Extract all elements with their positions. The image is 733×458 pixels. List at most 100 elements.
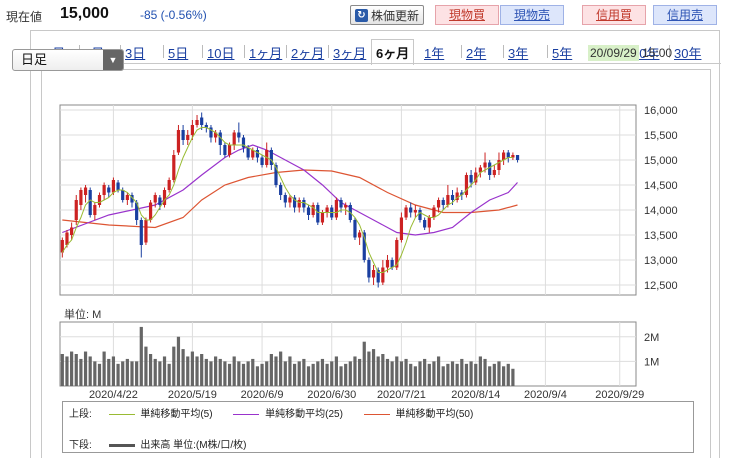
tab-period-8[interactable]: 6ヶ月 [371,39,415,65]
volume-bar [478,356,482,386]
volume-bar [130,361,134,386]
x-tick-label: 2020/6/30 [307,389,356,401]
candle-body [371,270,376,278]
tab-period-10[interactable]: 2年 [466,46,487,61]
candle-body [292,197,297,208]
x-tick-label: 2020/8/14 [451,389,500,401]
volume-bar [395,356,399,386]
volume-bar [358,358,362,386]
tab-separator [547,45,548,58]
volume-bar [83,351,88,386]
volume-bar [306,366,311,386]
tab-separator [461,45,462,58]
volume-bar [390,361,394,386]
volume-bar [107,358,111,386]
candle-body [297,200,301,208]
tab-separator [163,45,164,58]
tab-period-4[interactable]: 10日 [207,46,235,61]
upper-y-tick-label: 15,500 [644,130,678,142]
candle-body [232,132,236,145]
upper-y-tick-label: 13,000 [644,255,678,267]
candle-body [60,240,64,253]
candle-body [200,117,204,125]
tab-period-12[interactable]: 5年 [552,46,573,61]
candle-body [316,205,320,223]
tab-period-6[interactable]: 2ヶ月 [291,46,325,61]
candle-body [209,127,213,138]
volume-bar [362,341,366,386]
tab-period-11[interactable]: 3年 [508,46,529,61]
tab-period-7[interactable]: 3ヶ月 [333,46,367,61]
legend-ma25-swatch [233,413,260,415]
candle-body [111,180,116,193]
trade-button-1[interactable]: 現物売 [500,5,564,25]
volume-bar [209,361,213,386]
candle-body [172,155,176,180]
candle-body [121,190,125,200]
volume-bar [269,354,273,386]
tab-separator [244,45,245,58]
candle-body [79,190,83,205]
volume-bar [65,356,69,386]
upper-y-tick-label: 13,500 [644,230,678,242]
candle-body [195,120,199,125]
volume-bar [413,366,417,386]
upper-y-tick-label: 16,000 [644,105,678,117]
candle-body [139,220,143,245]
volume-bar [148,354,153,386]
tab-period-15[interactable]: 30年 [674,46,702,61]
volume-bar [251,358,255,386]
volume-bar [367,351,371,386]
volume-bar [167,363,171,386]
candle-body [130,195,134,203]
tab-period-2[interactable]: 3日 [125,46,146,61]
candle-body [418,210,422,220]
candle-body [223,145,227,155]
candle-body [255,150,260,158]
tab-period-9[interactable]: 1年 [424,46,445,61]
volume-bar [162,356,167,386]
volume-bar [121,361,125,386]
volume-bar [125,358,129,386]
volume-bar [60,354,64,386]
refresh-price-button[interactable]: ↻ 株価更新 [350,5,424,25]
volume-bar [334,356,338,386]
trade-button-2[interactable]: 信用買 [582,5,646,25]
tab-period-5[interactable]: 1ヶ月 [249,46,283,61]
candle-body [83,187,88,195]
volume-bar [418,361,422,386]
legend-volume: 出来高 単位:(M株/口/枚) [140,440,247,451]
volume-bar [376,356,380,386]
volume-bar [320,358,325,386]
tab-separator [328,45,329,58]
volume-bar [246,361,250,386]
trade-button-3[interactable]: 信用売 [653,5,717,25]
candle-body [515,155,520,160]
candle-body [153,195,157,203]
trade-button-0[interactable]: 現物買 [435,5,499,25]
legend-upper-row: 上段: 単純移動平均(5) 単純移動平均(25) 単純移動平均(50) [69,405,473,420]
tab-period-14[interactable]: 20年 [632,46,660,61]
tab-period-3[interactable]: 5日 [168,46,189,61]
candle-body [241,137,246,148]
chevron-down-icon: ▼ [103,50,123,70]
volume-bar [441,366,445,386]
volume-bar [79,358,83,386]
volume-bar [344,363,348,386]
candle-body [334,200,338,218]
volume-y-tick-label: 1M [644,356,659,368]
candle-body [376,270,380,283]
volume-bar [316,361,320,386]
chart-legend: 上段: 単純移動平均(5) 単純移動平均(25) 単純移動平均(50) 下段: … [62,401,694,453]
volume-y-tick-label: 2M [644,332,659,344]
volume-bar [432,361,436,386]
period-select[interactable]: 日足 ▼ [12,49,124,71]
volume-bar [153,358,157,386]
candle-body [125,195,129,200]
volume-bar [190,351,194,386]
candle-body [107,187,111,193]
candle-body [390,260,394,268]
volume-bar [371,349,376,386]
candle-body [381,267,385,283]
volume-bar [255,366,260,386]
